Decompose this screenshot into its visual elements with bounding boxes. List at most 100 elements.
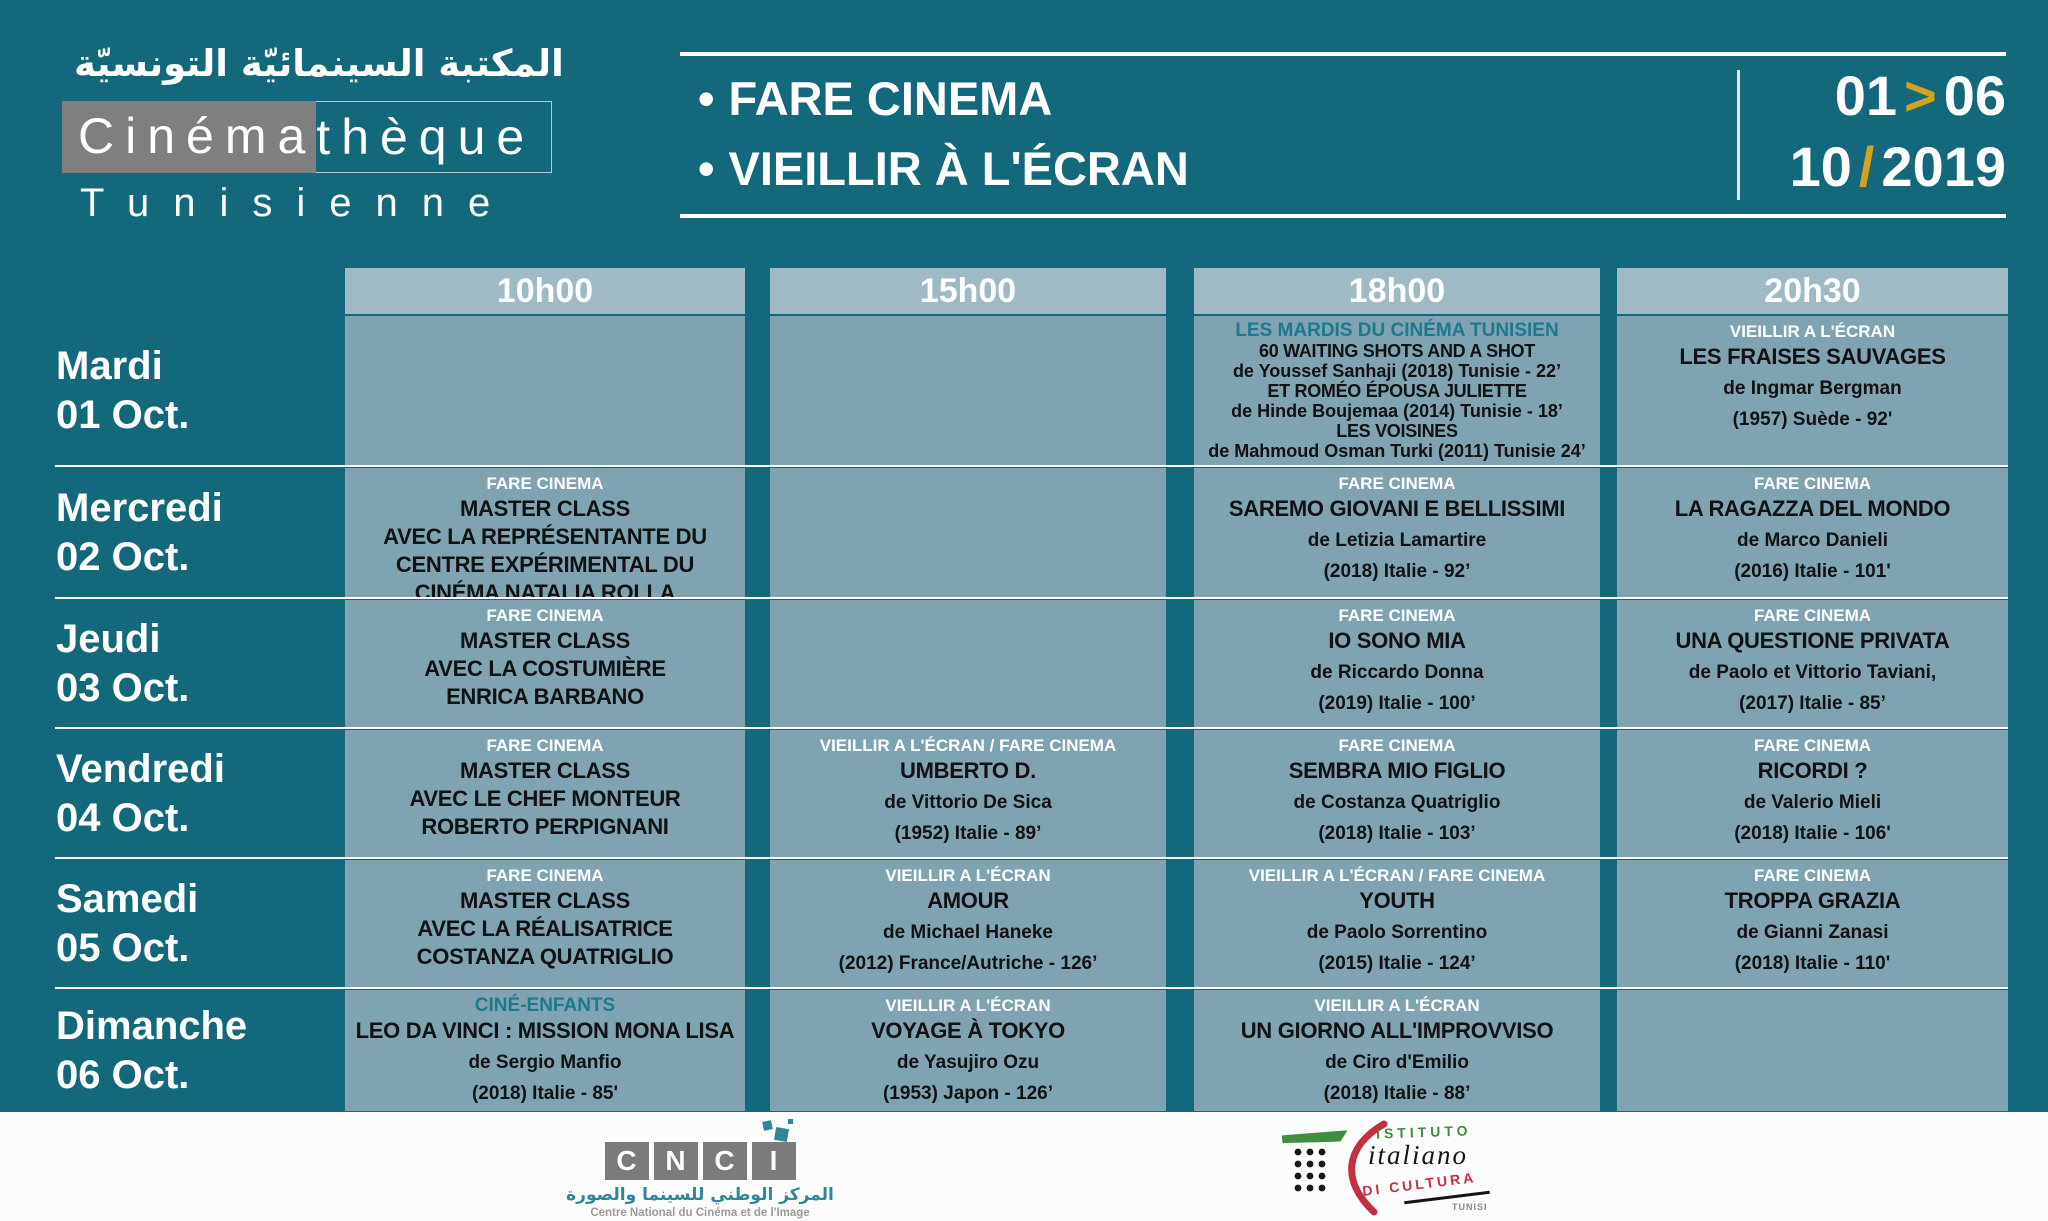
screening-title: ROBERTO PERPIGNANI bbox=[421, 814, 669, 839]
cell-mardi-20h30: VIEILLIR A L'ÉCRAN LES FRAISES SAUVAGES de… bbox=[1617, 316, 2008, 465]
screening-title: CENTRE EXPÉRIMENTAL DU bbox=[395, 552, 695, 577]
screening-credit: de Vittorio De Sica bbox=[884, 792, 1052, 813]
row-divider bbox=[55, 987, 2008, 989]
screening-credit: (2018) Italie - 103’ bbox=[1318, 823, 1476, 844]
brand-name-rest: thèque bbox=[316, 101, 553, 173]
cell-dimanche-18h00: VIEILLIR A L'ÉCRAN UN GIORNO ALL'IMPROVVI… bbox=[1194, 990, 1600, 1111]
time-header-10h00: 10h00 bbox=[345, 268, 745, 314]
screening-title: CINÉMA NATALIA ROLLA bbox=[414, 580, 676, 597]
cell-mardi-10h00 bbox=[345, 316, 745, 465]
time-header-20h30: 20h30 bbox=[1617, 268, 2008, 314]
brand-arabic-title: المكتبة السينمائيّة التونسيّة bbox=[74, 42, 564, 85]
day-date: 01 Oct. bbox=[56, 392, 190, 437]
screening-title: AVEC LE CHEF MONTEUR bbox=[409, 786, 681, 811]
bullet-icon: • bbox=[698, 142, 715, 195]
bullet-icon: • bbox=[698, 72, 715, 125]
screening-title: AVEC LA RÉALISATRICE bbox=[417, 916, 673, 941]
screening-category: FARE CINEMA bbox=[1753, 866, 1872, 885]
day-name: Vendredi bbox=[56, 746, 225, 791]
screening-title: LES FRAISES SAUVAGES bbox=[1679, 344, 1946, 369]
screening-category: CINÉ-ENFANTS bbox=[474, 995, 616, 1016]
screening-title: SEMBRA MIO FIGLIO bbox=[1288, 758, 1506, 783]
cnci-letter-i: I bbox=[751, 1142, 796, 1180]
screening-category: LES MARDIS DU CINÉMA TUNISIEN bbox=[1235, 320, 1559, 341]
cnci-letter-n: N bbox=[653, 1142, 698, 1180]
day-label-samedi: Samedi 05 Oct. bbox=[40, 860, 260, 987]
brand-name: Cinéma thèque bbox=[62, 101, 553, 173]
day-label-mardi: Mardi 01 Oct. bbox=[40, 316, 260, 465]
screening-category: VIEILLIR A L'ÉCRAN bbox=[1729, 322, 1896, 341]
cell-vendredi-15h00: VIEILLIR A L'ÉCRAN / FARE CINEMA UMBERTO … bbox=[770, 730, 1166, 857]
cell-vendredi-20h30: FARE CINEMA RICORDI ? de Valerio Mieli (201… bbox=[1617, 730, 2008, 857]
cnci-letter-c2: C bbox=[702, 1142, 747, 1180]
screening-title: TROPPA GRAZIA bbox=[1724, 888, 1901, 913]
screening-title: LEO DA VINCI : MISSION MONA LISA bbox=[355, 1018, 735, 1043]
screening-title: MASTER CLASS bbox=[460, 758, 630, 783]
screening-category: VIEILLIR A L'ÉCRAN bbox=[885, 996, 1051, 1015]
cnci-letters: C N C I bbox=[560, 1142, 840, 1180]
screening-title: ET ROMÉO ÉPOUSA JULIETTE bbox=[1267, 381, 1527, 401]
brand-name-highlight: Cinéma bbox=[62, 101, 317, 173]
program-titles: • FARE CINEMA • VIEILLIR À L'ÉCRAN bbox=[698, 64, 1189, 204]
row-divider bbox=[55, 727, 2008, 729]
screening-credit: de Valerio Mieli bbox=[1743, 792, 1882, 813]
brand-name-line2: Tunisienne bbox=[80, 181, 515, 225]
screening-title: LA RAGAZZA DEL MONDO bbox=[1674, 496, 1951, 521]
cell-vendredi-10h00: FARE CINEMA MASTER CLASS AVEC LE CHEF MONT… bbox=[345, 730, 745, 857]
screening-credit: de Mahmoud Osman Turki (2011) Tunisie 24… bbox=[1208, 441, 1586, 461]
cnci-letter-c1: C bbox=[604, 1142, 649, 1180]
cell-vendredi-18h00: FARE CINEMA SEMBRA MIO FIGLIO de Costanza … bbox=[1194, 730, 1600, 857]
day-name: Mardi bbox=[56, 343, 163, 388]
screening-category: FARE CINEMA bbox=[1753, 606, 1872, 625]
screening-title: MASTER CLASS bbox=[460, 496, 630, 521]
screening-title: UN GIORNO ALL'IMPROVVISO bbox=[1240, 1018, 1554, 1043]
row-divider bbox=[55, 465, 2008, 467]
date-range-days: 01 >06 bbox=[1752, 60, 2006, 131]
screening-category: FARE CINEMA bbox=[486, 474, 604, 493]
cell-mardi-15h00 bbox=[770, 316, 1166, 465]
program-title-1: • FARE CINEMA bbox=[698, 64, 1189, 134]
cell-jeudi-20h30: FARE CINEMA UNA QUESTIONE PRIVATA de Paolo… bbox=[1617, 600, 2008, 727]
day-label-dimanche: Dimanche 06 Oct. bbox=[40, 990, 260, 1111]
header-bottom-divider bbox=[680, 214, 2006, 218]
program-title-2-text: VIEILLIR À L'ÉCRAN bbox=[728, 142, 1189, 195]
screening-credit: de Sergio Manfio bbox=[468, 1052, 622, 1073]
cell-samedi-10h00: FARE CINEMA MASTER CLASS AVEC LA RÉALISATR… bbox=[345, 860, 745, 987]
screening-category: FARE CINEMA bbox=[1753, 736, 1872, 755]
screening-credit: de Youssef Sanhaji (2018) Tunisie - 22’ bbox=[1232, 361, 1562, 381]
date-year: 2019 bbox=[1881, 135, 2006, 198]
row-divider bbox=[55, 597, 2008, 599]
cell-jeudi-10h00: FARE CINEMA MASTER CLASS AVEC LA COSTUMIÈR… bbox=[345, 600, 745, 727]
cnci-french-name: Centre National du Cinéma et de l'Image bbox=[590, 1207, 810, 1219]
screening-credit: (2018) Italie - 110' bbox=[1734, 953, 1891, 974]
poster-footer: C N C I المركز الوطني للسينما والصورة Ce… bbox=[0, 1112, 2048, 1221]
arrow-icon: > bbox=[1904, 64, 1937, 127]
day-date: 03 Oct. bbox=[56, 665, 190, 710]
screening-credit: de Hinde Boujemaa (2014) Tunisie - 18’ bbox=[1231, 401, 1563, 421]
cell-samedi-20h30: FARE CINEMA TROPPA GRAZIA de Gianni Zanasi… bbox=[1617, 860, 2008, 987]
screening-credit: de Letizia Lamartire bbox=[1307, 530, 1487, 551]
screening-credit: de Marco Danieli bbox=[1737, 530, 1888, 551]
screening-credit: de Paolo Sorrentino bbox=[1306, 922, 1488, 943]
screening-category: VIEILLIR A L'ÉCRAN bbox=[885, 866, 1051, 885]
screening-credit: de Michael Haneke bbox=[882, 922, 1054, 943]
screening-credit: (2015) Italie - 124’ bbox=[1318, 953, 1476, 974]
iic-tunisi-label: TUNISI bbox=[1452, 1202, 1488, 1212]
screening-category: VIEILLIR A L'ÉCRAN / FARE CINEMA bbox=[819, 736, 1117, 755]
day-date: 04 Oct. bbox=[56, 795, 190, 840]
cnci-logo: C N C I المركز الوطني للسينما والصورة Ce… bbox=[560, 1119, 840, 1219]
cnci-arabic-name: المركز الوطني للسينما والصورة bbox=[566, 1185, 834, 1205]
cell-jeudi-18h00: FARE CINEMA IO SONO MIA de Riccardo Donna (… bbox=[1194, 600, 1600, 727]
screening-category: VIEILLIR A L'ÉCRAN bbox=[1314, 996, 1480, 1015]
day-date: 02 Oct. bbox=[56, 534, 190, 579]
screening-category: FARE CINEMA bbox=[1338, 474, 1456, 493]
screening-title: AMOUR bbox=[927, 888, 1009, 913]
screening-title: RICORDI ? bbox=[1757, 758, 1868, 783]
screening-category: FARE CINEMA bbox=[486, 736, 604, 755]
iic-istituto-label: ISTITUTO bbox=[1375, 1122, 1472, 1142]
day-name: Jeudi bbox=[56, 616, 161, 661]
cell-mercredi-10h00: FARE CINEMA MASTER CLASS AVEC LA REPRÉSENT… bbox=[345, 468, 745, 597]
day-label-mercredi: Mercredi 02 Oct. bbox=[40, 468, 260, 597]
header-top-divider bbox=[680, 52, 2006, 56]
cell-samedi-18h00: VIEILLIR A L'ÉCRAN / FARE CINEMA YOUTH de … bbox=[1194, 860, 1600, 987]
